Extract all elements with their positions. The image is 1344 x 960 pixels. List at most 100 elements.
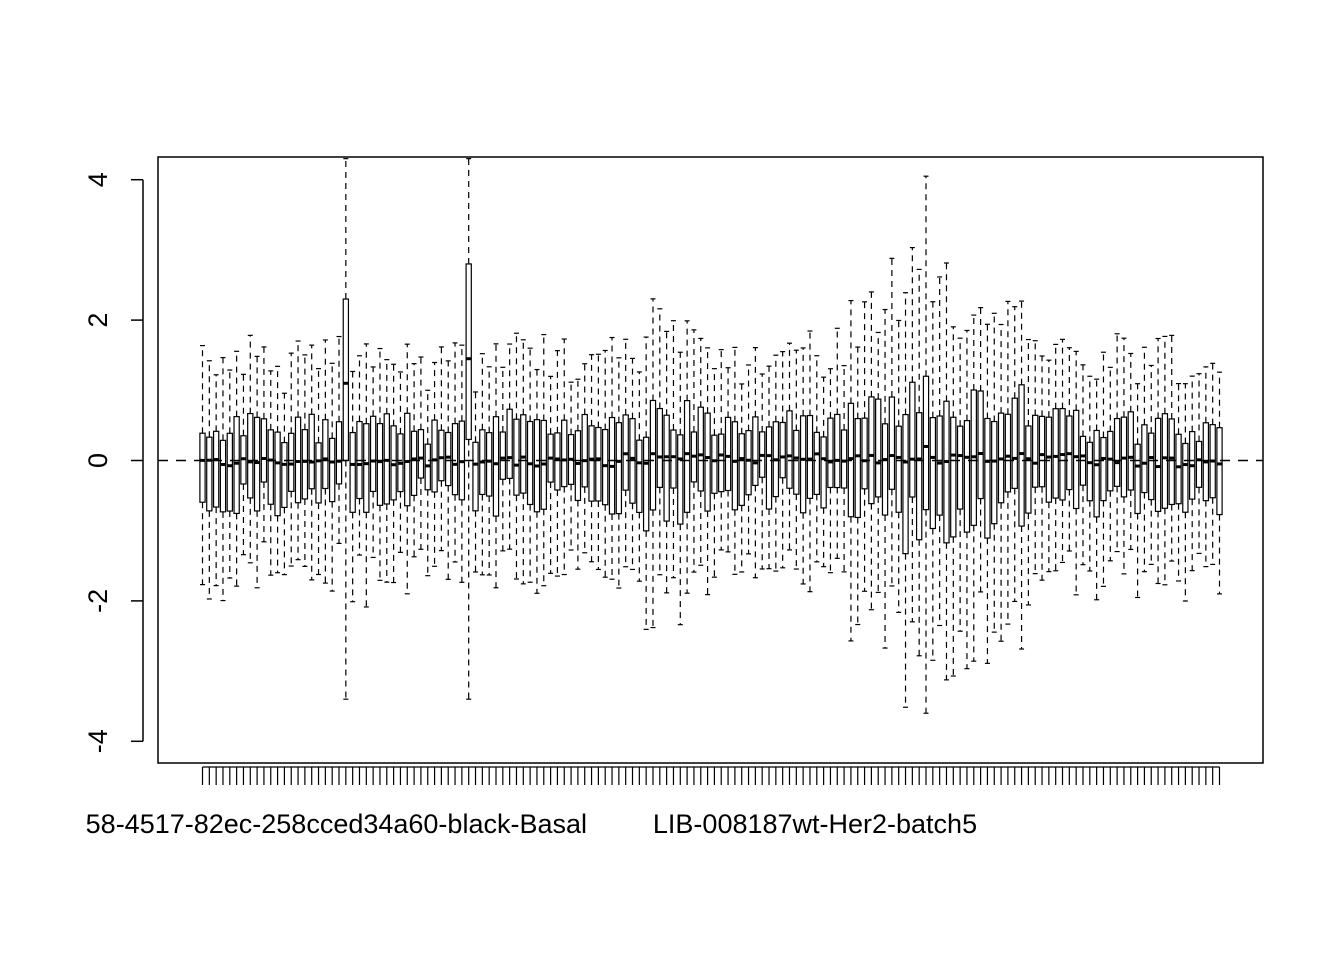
box — [875, 331, 882, 593]
box — [397, 371, 404, 553]
box-body — [1093, 429, 1100, 518]
box — [1079, 364, 1087, 566]
box — [226, 369, 234, 579]
box — [376, 347, 384, 581]
box-body — [1045, 416, 1053, 503]
box-body — [301, 429, 309, 500]
box — [492, 343, 500, 589]
box-body — [1216, 427, 1223, 516]
box-body — [793, 429, 800, 495]
box-body — [888, 396, 896, 490]
box-body — [438, 429, 445, 482]
box-body — [711, 434, 718, 494]
box — [253, 355, 261, 589]
box — [936, 276, 943, 627]
box — [1045, 359, 1053, 573]
box-body — [1134, 443, 1141, 515]
box — [827, 368, 834, 574]
box-body — [1175, 433, 1182, 505]
box — [758, 373, 766, 570]
y-tick-label: 2 — [83, 313, 113, 328]
box-body — [915, 412, 923, 541]
box-body — [499, 431, 507, 480]
box — [247, 334, 254, 564]
box-body — [410, 430, 418, 496]
box — [1134, 383, 1141, 599]
box-body — [472, 441, 479, 512]
box-body — [253, 416, 261, 512]
box — [915, 268, 923, 657]
box — [219, 356, 227, 602]
box — [656, 308, 664, 576]
box — [458, 344, 466, 583]
box-body — [233, 416, 240, 515]
box — [895, 319, 902, 613]
x-tick-label: LIB-008187wt-Her2-batch5 — [653, 809, 977, 839]
box-body — [881, 423, 889, 516]
box-body — [226, 432, 234, 512]
box — [984, 323, 991, 664]
box — [533, 368, 541, 594]
box-body — [390, 425, 397, 501]
box — [472, 391, 479, 573]
box — [929, 301, 937, 661]
box — [240, 373, 247, 556]
box — [260, 346, 268, 543]
box-body — [895, 425, 902, 513]
box-body — [991, 420, 998, 525]
box-body — [663, 414, 670, 522]
box-body — [445, 431, 452, 487]
box — [738, 383, 745, 573]
box — [636, 371, 643, 582]
box — [608, 336, 616, 580]
box-body — [376, 423, 384, 506]
box — [683, 320, 691, 594]
box-body — [1141, 424, 1148, 494]
box — [281, 392, 288, 576]
box-body — [806, 414, 814, 499]
box — [670, 320, 677, 579]
box — [315, 368, 322, 576]
box-body — [588, 425, 595, 502]
box — [861, 301, 868, 592]
box-body — [1072, 409, 1080, 510]
box-body — [520, 414, 527, 494]
box-body — [786, 410, 793, 489]
box-body — [704, 412, 711, 512]
box — [902, 292, 909, 708]
box-body — [404, 412, 411, 507]
box — [1188, 375, 1196, 572]
box — [943, 262, 950, 681]
box — [1072, 350, 1080, 596]
box — [1100, 351, 1107, 587]
box — [369, 366, 377, 559]
box — [704, 347, 711, 596]
box — [424, 389, 431, 577]
y-tick-label: -4 — [83, 729, 113, 753]
box — [417, 356, 425, 550]
box-body — [1148, 432, 1155, 501]
box-body — [820, 436, 827, 509]
y-tick-label: 4 — [83, 172, 113, 187]
box-body — [1113, 417, 1121, 487]
box-body — [513, 418, 520, 496]
box-body — [369, 415, 377, 493]
box-body — [465, 263, 472, 441]
box-body — [683, 400, 691, 513]
box — [267, 370, 274, 576]
box — [1025, 338, 1032, 606]
box-body — [485, 432, 493, 497]
box — [711, 368, 718, 578]
box-body — [1195, 440, 1203, 488]
box-body — [417, 429, 425, 479]
box — [1195, 373, 1203, 555]
box — [274, 365, 281, 574]
box — [840, 365, 848, 573]
y-tick-label: 0 — [83, 453, 113, 468]
box — [1113, 333, 1121, 553]
box-body — [745, 430, 752, 496]
box — [813, 355, 820, 563]
box — [752, 347, 759, 579]
box — [1202, 366, 1210, 568]
box — [356, 355, 363, 556]
